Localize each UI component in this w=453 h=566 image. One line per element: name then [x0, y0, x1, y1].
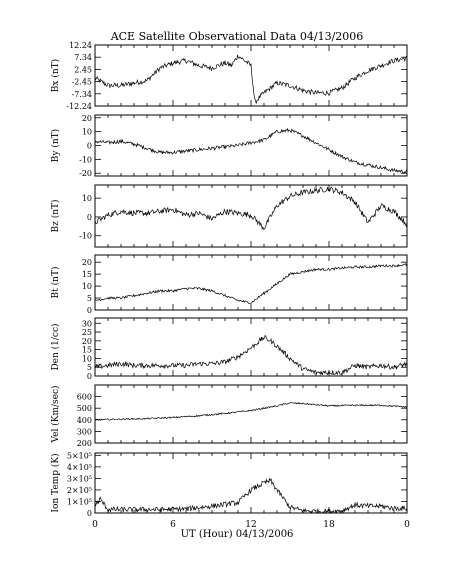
y-axis-label: Bx (nT)	[50, 59, 61, 92]
panel-frame-5	[94, 384, 408, 444]
y-tick-label: 2.45	[74, 65, 92, 74]
panel-frame-2	[94, 184, 408, 248]
series-line-6-0	[94, 477, 408, 515]
y-tick-label: 0	[87, 509, 92, 518]
y-tick-label: 0	[87, 372, 92, 381]
y-tick-label: 3×10⁵	[67, 474, 92, 483]
x-tick-label: 18	[323, 520, 335, 530]
y-tick-label: 10	[82, 128, 92, 137]
y-tick-label: -7.34	[71, 90, 92, 99]
y-tick-label: 15	[82, 346, 92, 355]
panel-frame-3	[94, 254, 408, 311]
y-tick-label: 0	[87, 142, 92, 151]
y-tick-label: -12.24	[66, 102, 92, 111]
y-tick-label: 500	[77, 404, 92, 413]
x-tick-label: 0	[404, 520, 410, 530]
y-tick-label: 300	[77, 427, 92, 436]
x-tick-label: 12	[245, 520, 256, 530]
series-line-5-0	[94, 402, 408, 421]
x-tick-label: 0	[92, 520, 98, 530]
y-axis-label: Bt (nT)	[50, 267, 61, 299]
y-tick-label: 5	[87, 294, 92, 303]
y-tick-label: 200	[77, 439, 92, 448]
y-tick-label: -10	[79, 155, 92, 164]
series-line-0-0	[94, 54, 408, 104]
series-line-1-0	[94, 127, 408, 174]
y-tick-label: 1×10⁵	[67, 497, 92, 506]
series-line-3-0	[94, 263, 408, 305]
y-tick-label: -20	[79, 169, 92, 178]
y-tick-label: -2.45	[71, 78, 92, 87]
y-axis-label: Vel (Km/sec)	[50, 385, 61, 443]
y-tick-label: 0	[87, 213, 92, 222]
y-tick-label: 10	[82, 194, 92, 203]
y-tick-label: 20	[82, 337, 92, 346]
y-tick-label: 5	[87, 363, 92, 372]
panel-frame-4	[94, 317, 408, 377]
y-tick-label: -10	[79, 232, 92, 241]
y-tick-label: 15	[82, 270, 92, 279]
x-tick-labels: 0 6 12 18 0	[92, 520, 410, 530]
y-axis-label: By (nT)	[50, 129, 61, 162]
y-tick-label: 30	[82, 319, 92, 328]
y-tick-label: 4×10⁵	[67, 463, 92, 472]
y-axis-label: Ion Temp (K)	[50, 453, 61, 512]
y-tick-label: 400	[77, 416, 92, 425]
x-tick-label: 6	[170, 520, 176, 530]
x-axis-label: UT (Hour) 04/13/2006	[181, 529, 294, 540]
chart-title: ACE Satellite Observational Data 04/13/2…	[110, 30, 364, 43]
series-line-4-0	[94, 334, 408, 376]
panel-frame-1	[94, 114, 408, 177]
y-tick-label: 7.34	[74, 53, 92, 62]
y-tick-label: 25	[82, 328, 92, 337]
y-tick-label: 10	[82, 354, 92, 363]
y-tick-label: 2×10⁵	[67, 486, 92, 495]
panels-group: 12.24 7.34 2.45 -2.45 -7.34 -12.24 Bx (nT) 20 10…	[50, 41, 408, 518]
y-tick-label: 20	[82, 114, 92, 123]
y-axis-label: Den (1/cc)	[50, 323, 61, 370]
y-axis-label: Bz (nT)	[50, 199, 61, 232]
panel-frame-6	[94, 452, 408, 514]
y-tick-label: 5×10⁵	[67, 451, 92, 460]
y-tick-label: 600	[77, 393, 92, 402]
y-tick-label: 20	[82, 258, 92, 267]
y-tick-label: 0	[87, 306, 92, 315]
y-tick-label: 10	[82, 282, 92, 291]
series-line-2-0	[94, 186, 408, 230]
y-tick-label: 12.24	[69, 41, 92, 50]
